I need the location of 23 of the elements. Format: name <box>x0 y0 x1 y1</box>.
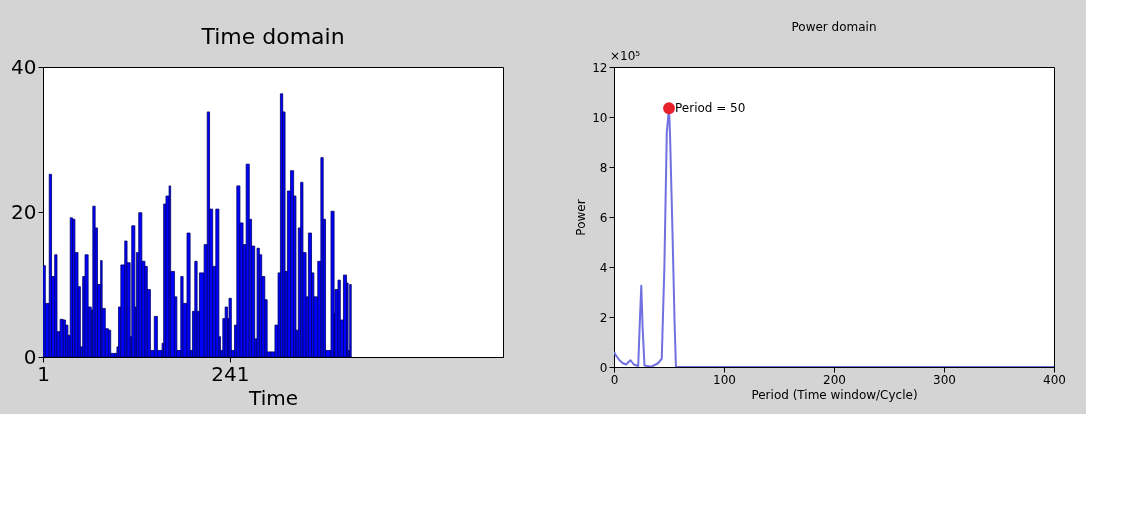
y-tick-label: 0 <box>23 344 37 369</box>
y-tick-label: 20 <box>11 199 37 224</box>
chart-title: Time domain <box>200 24 345 49</box>
x-tick-label: 241 <box>211 361 250 386</box>
x-tick-label: 1 <box>37 361 50 386</box>
x-tick-label: 200 <box>823 372 846 387</box>
x-tick-label: 100 <box>713 372 736 387</box>
y-tick-label: 6 <box>599 210 608 225</box>
y-tick-label: 40 <box>11 54 37 79</box>
x-axis-title: Period (Time window/Cycle) <box>751 387 918 402</box>
y-tick-label: 12 <box>592 60 608 75</box>
x-tick-label: 400 <box>1043 372 1066 387</box>
y-tick-label: 8 <box>599 160 608 175</box>
y-tick-label: 10 <box>592 110 608 125</box>
y-tick-label: 4 <box>599 260 608 275</box>
y-tick-label: 2 <box>599 310 608 325</box>
text: ×10⁵ <box>610 49 641 63</box>
x-tick-label: 300 <box>933 372 956 387</box>
y-axis-title: Power <box>574 199 589 236</box>
chart-title: Power domain <box>791 20 877 34</box>
x-tick-label: 0 <box>610 372 619 387</box>
x-axis-title: Time <box>248 385 298 410</box>
annotation: Period = 50 <box>675 101 746 116</box>
